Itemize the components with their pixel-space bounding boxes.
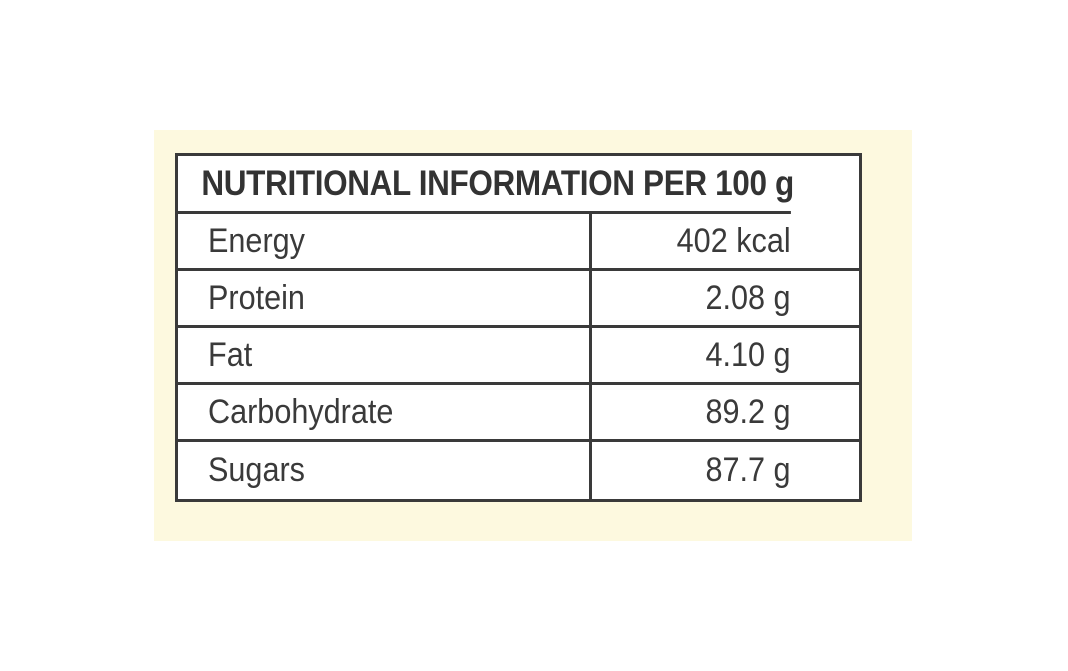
table-row: Energy 402 kcal <box>178 214 859 271</box>
table-row: Protein 2.08 g <box>178 271 859 328</box>
nutrient-name-cell: Sugars <box>178 442 592 499</box>
nutrient-name-cell: Energy <box>178 214 592 268</box>
nutrient-name: Protein <box>208 278 305 317</box>
table-row: Fat 4.10 g <box>178 328 859 385</box>
nutrient-name-cell: Carbohydrate <box>178 385 592 439</box>
nutrient-name-cell: Protein <box>178 271 592 325</box>
nutrient-value: 89.2 g <box>705 392 791 431</box>
nutrient-name: Fat <box>208 335 253 374</box>
nutrient-value: 2.08 g <box>705 278 791 317</box>
nutrient-value: 4.10 g <box>705 335 791 374</box>
nutrient-value: 87.7 g <box>705 451 791 489</box>
table-title: NUTRITIONAL INFORMATION PER 100 g <box>178 156 794 214</box>
table-row: Sugars 87.7 g <box>178 442 859 499</box>
nutrient-value-cell: 2.08 g <box>592 271 859 325</box>
nutrient-value-cell: 402 kcal <box>592 214 859 268</box>
nutrient-name: Energy <box>208 221 305 260</box>
nutrient-name-cell: Fat <box>178 328 592 382</box>
nutrient-value: 402 kcal <box>677 221 791 260</box>
nutrient-value-cell: 89.2 g <box>592 385 859 439</box>
nutrient-name: Sugars <box>208 451 305 489</box>
nutrient-value-cell: 87.7 g <box>592 442 859 499</box>
nutrient-name: Carbohydrate <box>208 392 394 431</box>
nutrient-value-cell: 4.10 g <box>592 328 859 382</box>
table-row: Carbohydrate 89.2 g <box>178 385 859 442</box>
nutrition-table: NUTRITIONAL INFORMATION PER 100 g Energy… <box>175 153 862 502</box>
